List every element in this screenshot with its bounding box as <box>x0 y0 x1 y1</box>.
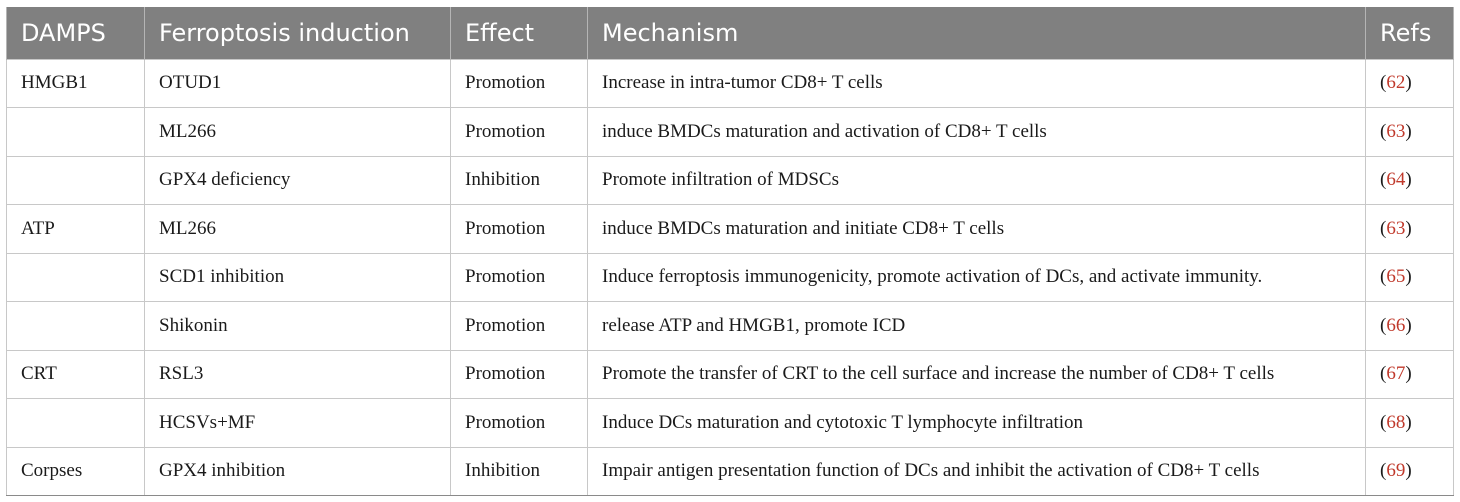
table-body: HMGB1 OTUD1 Promotion Increase in intra-… <box>6 58 1454 496</box>
cell-induction: RSL3 <box>144 349 451 399</box>
ref-link[interactable]: 64 <box>1386 169 1406 191</box>
cell-effect: Promotion <box>450 398 588 448</box>
table-row: ATP ML266 Promotion induce BMDCs maturat… <box>6 204 1454 254</box>
cell-damps <box>6 301 145 351</box>
ref-open-paren: ( <box>1380 72 1387 94</box>
cell-mechanism: induce BMDCs maturation and activation o… <box>587 107 1366 157</box>
header-ferroptosis-induction: Ferroptosis induction <box>144 7 451 59</box>
cell-effect: Promotion <box>450 301 588 351</box>
cell-induction: ML266 <box>144 204 451 254</box>
cell-induction: SCD1 inhibition <box>144 252 451 302</box>
ref-link[interactable]: 68 <box>1386 411 1406 433</box>
ref-link[interactable]: 67 <box>1386 363 1406 385</box>
ref-open-paren: ( <box>1380 460 1387 482</box>
cell-mechanism: release ATP and HMGB1, promote ICD <box>587 301 1366 351</box>
cell-effect: Inhibition <box>450 155 588 205</box>
cell-damps: CRT <box>6 349 145 399</box>
cell-induction: GPX4 inhibition <box>144 446 451 496</box>
cell-effect: Promotion <box>450 107 588 157</box>
cell-mechanism: Increase in intra-tumor CD8+ T cells <box>587 58 1366 108</box>
cell-induction: Shikonin <box>144 301 451 351</box>
ref-close-paren: ) <box>1405 363 1412 385</box>
cell-mechanism: Induce ferroptosis immunogenicity, promo… <box>587 252 1366 302</box>
table-row: HCSVs+MF Promotion Induce DCs maturation… <box>6 398 1454 448</box>
cell-effect: Promotion <box>450 58 588 108</box>
cell-mechanism: Promote the transfer of CRT to the cell … <box>587 349 1366 399</box>
ref-open-paren: ( <box>1380 217 1387 239</box>
cell-damps: HMGB1 <box>6 58 145 108</box>
ref-open-paren: ( <box>1380 266 1387 288</box>
cell-mechanism: Induce DCs maturation and cytotoxic T ly… <box>587 398 1366 448</box>
table-row: CRT RSL3 Promotion Promote the transfer … <box>6 349 1454 399</box>
cell-mechanism: Impair antigen presentation function of … <box>587 446 1366 496</box>
ref-open-paren: ( <box>1380 314 1387 336</box>
header-row: DAMPS Ferroptosis induction Effect Mecha… <box>6 7 1454 59</box>
ferroptosis-damps-table: DAMPS Ferroptosis induction Effect Mecha… <box>6 7 1454 496</box>
ref-close-paren: ) <box>1405 460 1412 482</box>
ref-close-paren: ) <box>1405 72 1412 94</box>
header-damps: DAMPS <box>6 7 145 59</box>
ref-open-paren: ( <box>1380 169 1387 191</box>
cell-ref: (62) <box>1365 58 1454 108</box>
cell-damps <box>6 252 145 302</box>
cell-damps: ATP <box>6 204 145 254</box>
header-effect: Effect <box>450 7 588 59</box>
ferroptosis-damps-table-container: DAMPS Ferroptosis induction Effect Mecha… <box>6 7 1454 496</box>
table-row: HMGB1 OTUD1 Promotion Increase in intra-… <box>6 58 1454 108</box>
cell-effect: Promotion <box>450 349 588 399</box>
cell-induction: GPX4 deficiency <box>144 155 451 205</box>
cell-induction: HCSVs+MF <box>144 398 451 448</box>
ref-link[interactable]: 63 <box>1386 217 1406 239</box>
header-refs: Refs <box>1365 7 1454 59</box>
cell-mechanism: induce BMDCs maturation and initiate CD8… <box>587 204 1366 254</box>
cell-effect: Promotion <box>450 204 588 254</box>
cell-ref: (63) <box>1365 107 1454 157</box>
ref-link[interactable]: 62 <box>1386 72 1406 94</box>
ref-close-paren: ) <box>1405 411 1412 433</box>
cell-ref: (69) <box>1365 446 1454 496</box>
ref-close-paren: ) <box>1405 266 1412 288</box>
ref-open-paren: ( <box>1380 411 1387 433</box>
table-row: SCD1 inhibition Promotion Induce ferropt… <box>6 252 1454 302</box>
table-row: ML266 Promotion induce BMDCs maturation … <box>6 107 1454 157</box>
cell-damps <box>6 398 145 448</box>
table-row: Corpses GPX4 inhibition Inhibition Impai… <box>6 446 1454 496</box>
cell-effect: Promotion <box>450 252 588 302</box>
cell-effect: Inhibition <box>450 446 588 496</box>
cell-damps: Corpses <box>6 446 145 496</box>
cell-ref: (66) <box>1365 301 1454 351</box>
ref-close-paren: ) <box>1405 169 1412 191</box>
header-mechanism: Mechanism <box>587 7 1366 59</box>
ref-close-paren: ) <box>1405 217 1412 239</box>
ref-open-paren: ( <box>1380 120 1387 142</box>
cell-mechanism: Promote infiltration of MDSCs <box>587 155 1366 205</box>
cell-ref: (65) <box>1365 252 1454 302</box>
cell-induction: ML266 <box>144 107 451 157</box>
ref-link[interactable]: 69 <box>1386 460 1406 482</box>
table-header: DAMPS Ferroptosis induction Effect Mecha… <box>6 7 1454 59</box>
ref-close-paren: ) <box>1405 314 1412 336</box>
cell-damps <box>6 155 145 205</box>
cell-ref: (68) <box>1365 398 1454 448</box>
ref-close-paren: ) <box>1405 120 1412 142</box>
table-row: Shikonin Promotion release ATP and HMGB1… <box>6 301 1454 351</box>
ref-link[interactable]: 66 <box>1386 314 1406 336</box>
cell-ref: (63) <box>1365 204 1454 254</box>
cell-ref: (67) <box>1365 349 1454 399</box>
cell-induction: OTUD1 <box>144 58 451 108</box>
ref-link[interactable]: 65 <box>1386 266 1406 288</box>
table-row: GPX4 deficiency Inhibition Promote infil… <box>6 155 1454 205</box>
cell-damps <box>6 107 145 157</box>
ref-link[interactable]: 63 <box>1386 120 1406 142</box>
cell-ref: (64) <box>1365 155 1454 205</box>
ref-open-paren: ( <box>1380 363 1387 385</box>
